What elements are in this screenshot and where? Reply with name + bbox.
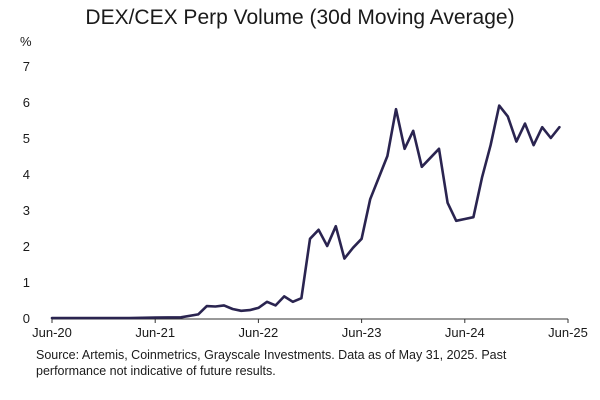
x-tick-label: Jun-22 — [239, 325, 279, 340]
y-tick-label: 1 — [23, 275, 30, 290]
chart-title: DEX/CEX Perp Volume (30d Moving Average) — [85, 6, 515, 29]
x-tick-label: Jun-25 — [548, 325, 588, 340]
x-tick-label: Jun-24 — [445, 325, 485, 340]
y-axis: 0 1 2 3 4 5 6 7 — [23, 59, 30, 326]
y-tick-label: 4 — [23, 167, 30, 182]
y-tick-label: 3 — [23, 203, 30, 218]
y-tick-label: 0 — [23, 311, 30, 326]
y-tick-label: 5 — [23, 131, 30, 146]
x-tick-label: Jun-23 — [342, 325, 382, 340]
x-tick-label: Jun-20 — [32, 325, 72, 340]
source-note: Source: Artemis, Coinmetrics, Grayscale … — [36, 348, 507, 378]
y-axis-label: % — [20, 34, 32, 49]
x-axis: Jun-20 Jun-21 Jun-22 Jun-23 Jun-24 Jun-25 — [32, 318, 588, 340]
series-line — [50, 104, 561, 320]
y-tick-label: 2 — [23, 239, 30, 254]
y-tick-label: 6 — [23, 95, 30, 110]
y-tick-label: 7 — [23, 59, 30, 74]
x-tick-label: Jun-21 — [135, 325, 175, 340]
